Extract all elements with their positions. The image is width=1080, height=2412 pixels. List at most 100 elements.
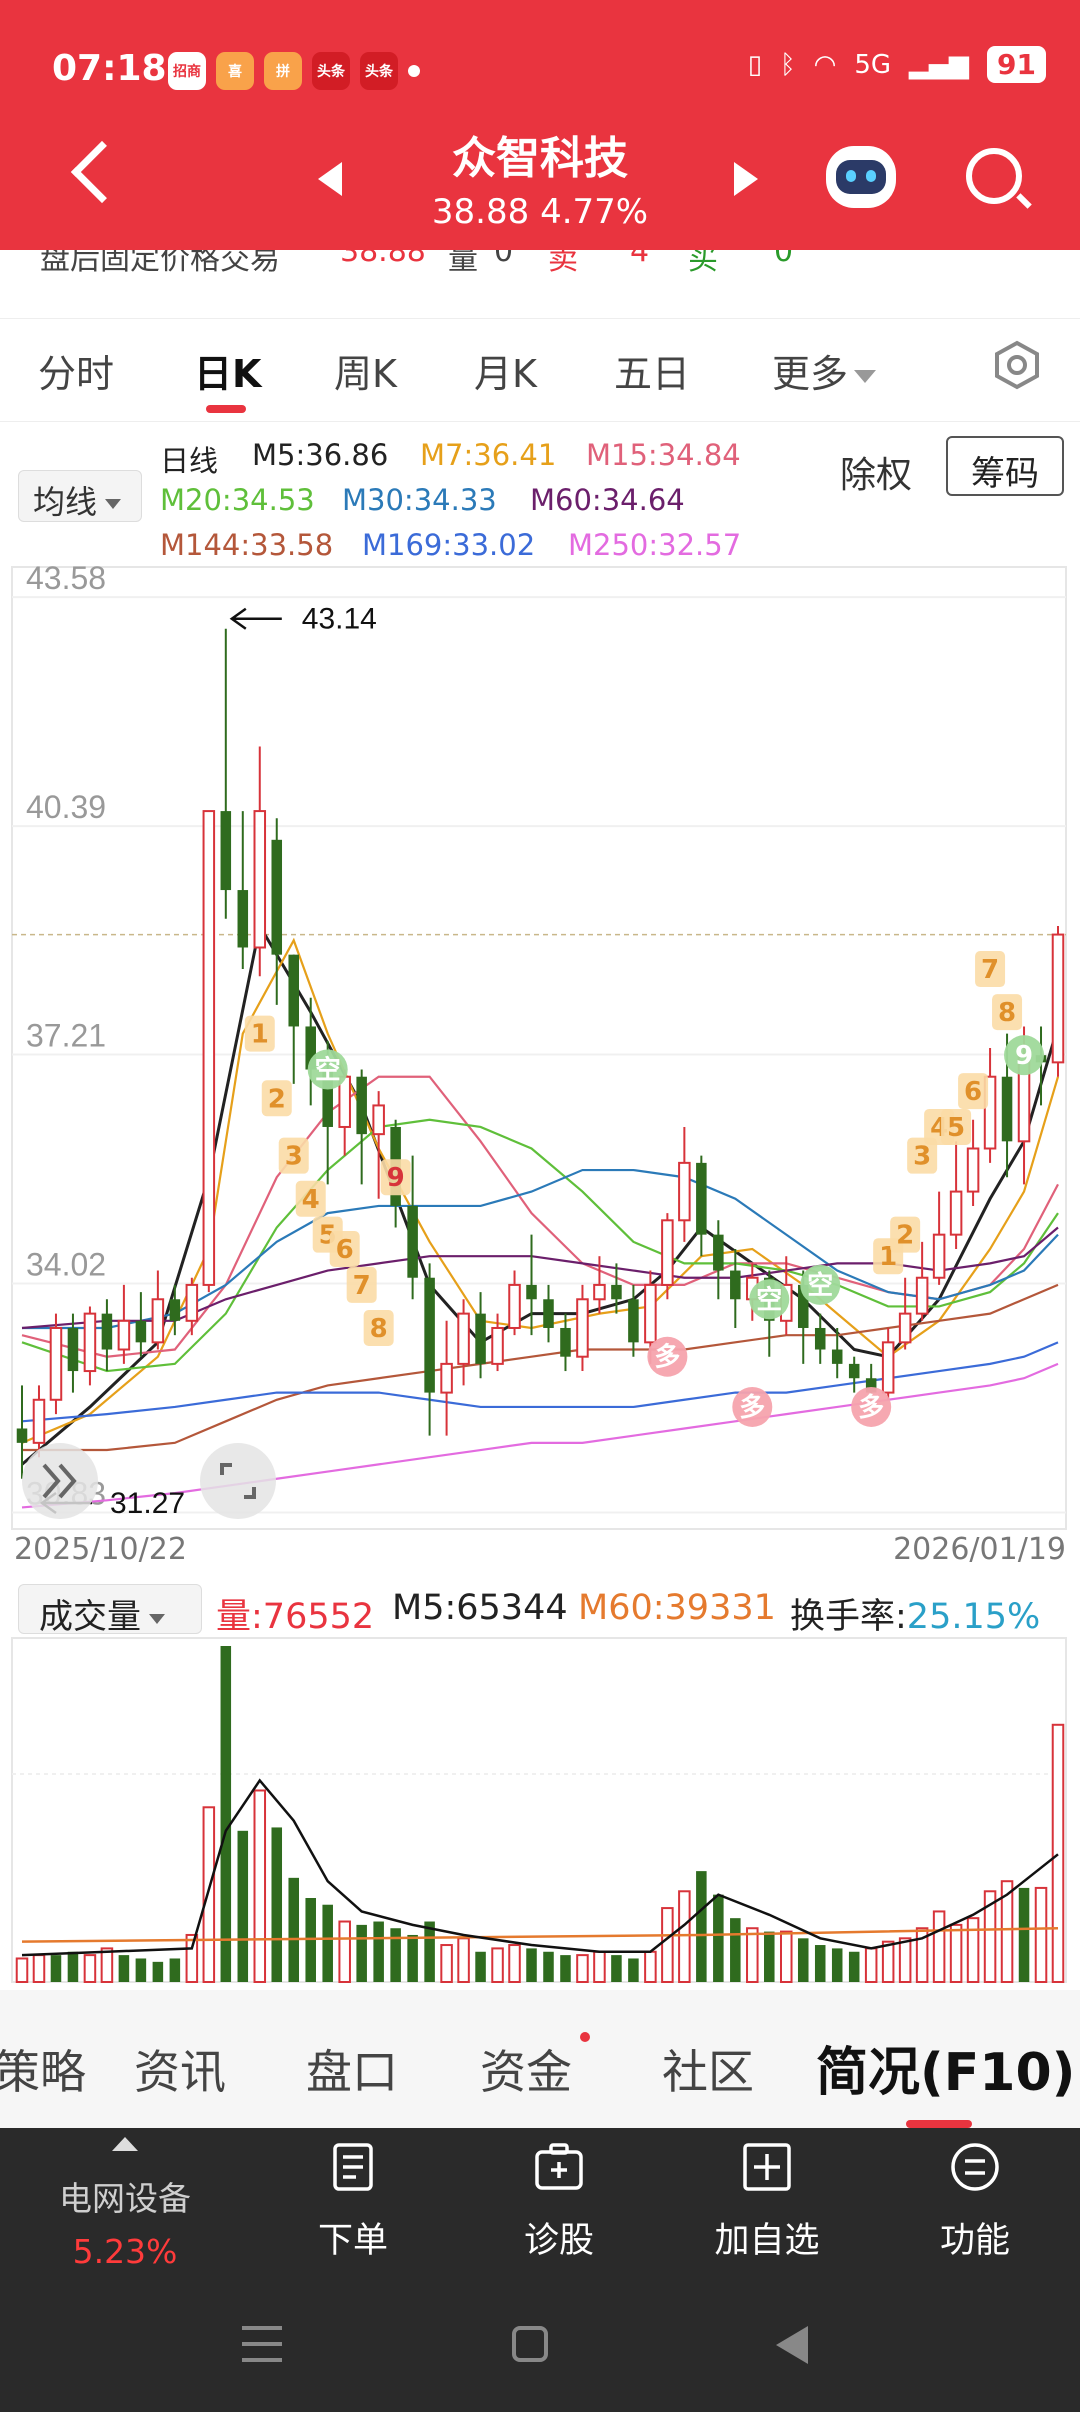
search-icon[interactable] xyxy=(966,148,1022,204)
ticker-vol: 0 xyxy=(494,250,514,269)
candle-body xyxy=(322,1069,333,1127)
volume-bar xyxy=(67,1951,79,1982)
volume-bar xyxy=(611,1955,622,1982)
volume-bar xyxy=(932,1910,946,1983)
signal-marker-label: 3 xyxy=(913,1142,931,1172)
volume-indicator-select[interactable]: 成交量 xyxy=(18,1584,202,1637)
signal-marker xyxy=(647,1336,688,1377)
candle-body xyxy=(898,1312,912,1344)
volume-bar xyxy=(1051,1723,1065,1983)
volume-bar xyxy=(152,1961,164,1982)
ticker-price: 38.88 xyxy=(340,250,426,269)
tab-profile-f10[interactable]: 简况(F10) xyxy=(816,2043,1076,2103)
volume-bar xyxy=(237,1830,249,1982)
tab-weekly-k[interactable]: 周K xyxy=(334,352,397,396)
signal-marker-label: 多 xyxy=(858,1393,884,1423)
tab-monthly-k[interactable]: 月K xyxy=(474,352,537,396)
candle-body xyxy=(881,1341,895,1394)
candle-body xyxy=(356,1076,367,1135)
candle-body xyxy=(814,1327,826,1350)
candle-body xyxy=(237,890,249,948)
volume-bar xyxy=(135,1958,147,1982)
ma-indicator-select[interactable]: 均线 xyxy=(18,470,142,522)
volume-bar xyxy=(898,1937,912,1984)
sector-name: 电网设备 xyxy=(59,2179,191,2218)
tab-daily-k[interactable]: 日K xyxy=(194,352,262,396)
chip-distribution-button[interactable]: 筹码 xyxy=(946,436,1064,496)
system-back-icon[interactable] xyxy=(776,2326,808,2364)
volume-chart[interactable] xyxy=(0,1636,1080,1990)
order-label: 下单 xyxy=(317,2221,388,2261)
candle-body xyxy=(288,954,300,1027)
tab-community[interactable]: 社区 xyxy=(662,2045,754,2099)
volume-bar xyxy=(407,1934,418,1982)
ai-assistant-icon[interactable] xyxy=(826,146,896,208)
functions-label: 功能 xyxy=(939,2221,1010,2261)
stock-name: 众智科技 xyxy=(452,133,628,184)
volume-bar xyxy=(83,1954,97,1983)
tab-intraday[interactable]: 分时 xyxy=(38,352,115,396)
candle-body xyxy=(983,1075,997,1150)
candle-body xyxy=(67,1327,79,1372)
stock-price-change: 38.88 4.77% xyxy=(431,192,649,232)
ex-rights-toggle[interactable]: 除权 xyxy=(840,455,913,496)
tab-capital[interactable]: 资金 xyxy=(480,2045,572,2099)
signal-marker-label: 8 xyxy=(998,998,1016,1028)
signal-marker xyxy=(941,1108,972,1145)
candle-body xyxy=(661,1219,674,1286)
ticker-vol-label: 量 xyxy=(448,250,478,277)
next-stock-icon[interactable] xyxy=(734,162,758,196)
kline-chart[interactable]: 43.5840.3937.2134.0230.83123456789123456… xyxy=(0,565,1080,1531)
notification-dot-icon xyxy=(408,65,420,77)
signal-marker-label: 空 xyxy=(807,1270,833,1301)
expand-up-icon xyxy=(112,2137,138,2151)
recent-apps-icon[interactable] xyxy=(242,2326,282,2362)
functions-button[interactable]: 功能 xyxy=(890,2140,1060,2263)
home-icon[interactable] xyxy=(512,2326,548,2362)
volume-bar xyxy=(32,1954,46,1983)
volume-m60-number: 39331 xyxy=(664,1588,776,1628)
tab-order-book[interactable]: 盘口 xyxy=(306,2045,398,2099)
candle-body xyxy=(117,1319,131,1351)
tab-strategy[interactable]: 策略 xyxy=(0,2045,86,2099)
signal-marker-label: 4 xyxy=(302,1185,320,1215)
info-tabs: 策略 资讯 盘口 资金 社区 简况(F10) xyxy=(0,1990,1080,2130)
signal-marker xyxy=(363,1309,394,1346)
volume-bar xyxy=(831,1948,843,1982)
candle-body xyxy=(611,1284,622,1300)
status-time: 07:18 xyxy=(52,48,167,89)
candle-body xyxy=(1001,1076,1013,1142)
volume-select-label: 成交量 xyxy=(39,1597,141,1637)
candle-body xyxy=(16,1428,28,1443)
chevron-down-icon xyxy=(105,499,122,509)
previous-stock-icon[interactable] xyxy=(318,162,342,196)
signal-marker xyxy=(261,1080,292,1117)
signal-marker xyxy=(851,1386,892,1427)
order-button[interactable]: 下单 xyxy=(268,2140,438,2263)
wifi-icon: ◠ xyxy=(813,49,837,80)
battery-level: 91 xyxy=(987,46,1046,83)
tab-five-day[interactable]: 五日 xyxy=(614,352,691,396)
tab-news[interactable]: 资讯 xyxy=(134,2045,226,2099)
volume-bar xyxy=(678,1890,691,1983)
bottom-action-bar xyxy=(0,2128,1080,2293)
candle-body xyxy=(185,1283,199,1322)
volume-bar xyxy=(508,1944,521,1984)
candle-body xyxy=(271,839,283,955)
signal-marker-label: 多 xyxy=(739,1393,765,1423)
volume-bar xyxy=(118,1955,130,1982)
signal-marker-label: 7 xyxy=(353,1271,371,1301)
volume-bar xyxy=(915,1927,929,1983)
app-header: 07:18 招商 喜 拼 头条 头条 ▯ ᛒ ◠ 5G ▂▄▆ 91 众智科技 … xyxy=(0,0,1080,250)
y-tick-label: 43.58 xyxy=(26,565,106,596)
add-watchlist-button[interactable]: 加自选 xyxy=(682,2140,852,2263)
signal-marker-label: 3 xyxy=(285,1142,303,1172)
ma-m144: M144:33.58 xyxy=(160,528,334,562)
candle-body xyxy=(305,1026,316,1070)
volume-bar xyxy=(746,1927,759,1983)
settings-hexagon-icon[interactable] xyxy=(992,340,1042,390)
diagnose-stock-button[interactable]: 诊股 xyxy=(474,2140,644,2263)
bluetooth-icon: ᛒ xyxy=(780,49,796,80)
tab-more[interactable]: 更多 xyxy=(772,343,877,398)
candle-body xyxy=(407,1205,418,1278)
